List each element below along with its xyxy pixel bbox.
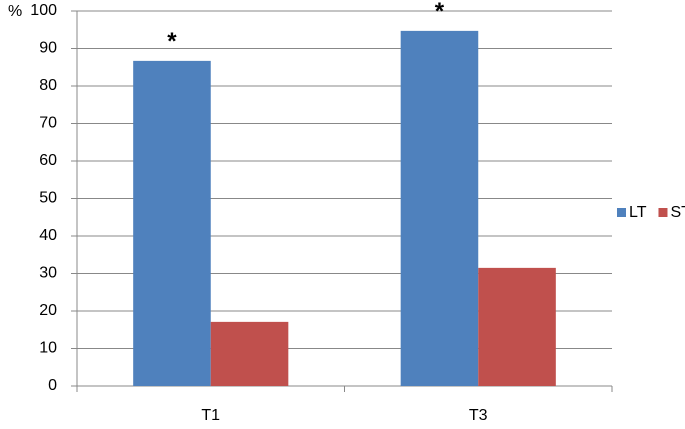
y-axis-label: %: [8, 3, 22, 20]
y-tick-label: 50: [39, 190, 57, 207]
legend-swatch: [617, 208, 626, 217]
x-tick-label: T3: [469, 407, 488, 424]
y-tick-label: 20: [39, 302, 57, 319]
annotation: *: [167, 28, 177, 55]
x-tick-label: T1: [201, 407, 220, 424]
legend-label: ST: [670, 204, 685, 221]
y-tick-label: 100: [30, 2, 57, 19]
y-tick-label: 80: [39, 77, 57, 94]
bar: [210, 321, 289, 386]
bar: [400, 30, 479, 386]
legend-label: LT: [629, 204, 647, 221]
y-tick-label: 40: [39, 227, 57, 244]
y-tick-label: 70: [39, 115, 57, 132]
annotation: *: [435, 0, 445, 25]
y-tick-label: 90: [39, 40, 57, 57]
legend-swatch: [658, 208, 668, 217]
y-tick-label: 0: [48, 377, 57, 394]
bar: [133, 60, 211, 386]
y-tick-label: 10: [39, 340, 57, 357]
y-tick-label: 60: [39, 152, 57, 169]
bar: [478, 267, 556, 386]
y-tick-label: 30: [39, 265, 57, 282]
